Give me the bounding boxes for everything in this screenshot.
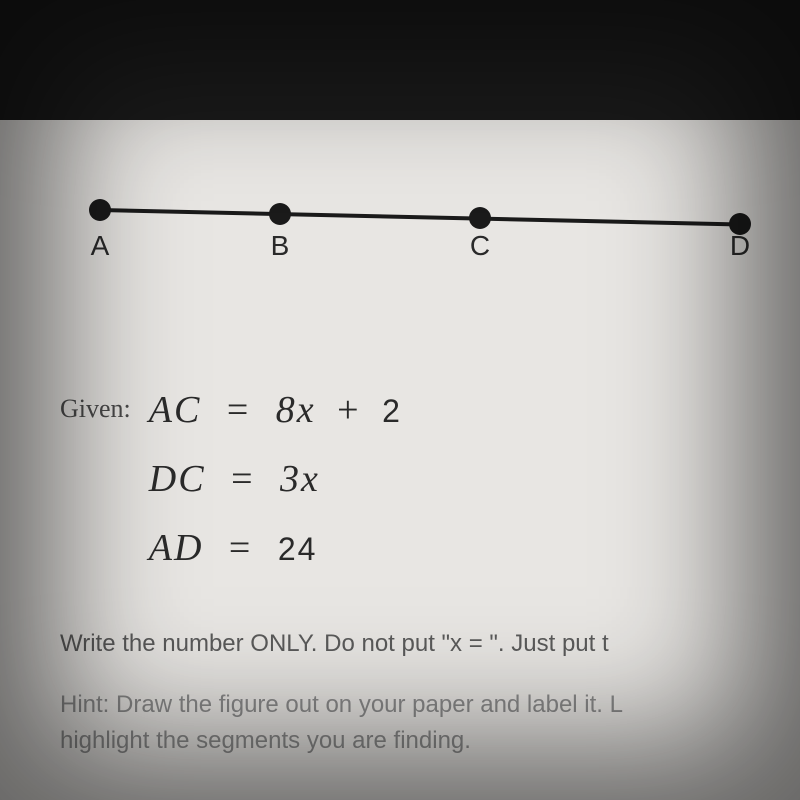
segment-line — [100, 208, 740, 227]
eq3-lhs: AD — [149, 527, 204, 569]
eq2-rhs-expr: 3x — [280, 462, 320, 498]
given-section: Given: AC = 8x + 2 DC = 3x AD = 24 — [60, 380, 770, 586]
problem-content: A B C D Given: AC = 8x + 2 DC = 3x AD = — [0, 120, 800, 800]
hint-line-1: Hint: Draw the figure out on your paper … — [60, 691, 623, 718]
eq2-equals: = — [231, 458, 254, 500]
point-b — [269, 203, 291, 225]
equation-3: AD = 24 — [149, 518, 402, 579]
hint-text: Hint: Draw the figure out on your paper … — [60, 687, 770, 759]
top-dark-band — [0, 0, 800, 120]
point-label-b: B — [271, 230, 290, 262]
eq1-rhs-num: 2 — [382, 393, 402, 429]
point-a — [89, 199, 111, 221]
equation-1: AC = 8x + 2 — [149, 380, 402, 441]
eq1-rhs-expr: 8x — [276, 393, 316, 429]
eq2-lhs: DC — [149, 458, 206, 500]
instruction-text: Write the number ONLY. Do not put "x = "… — [60, 626, 770, 662]
point-label-c: C — [470, 230, 490, 262]
eq1-equals: = — [227, 389, 250, 431]
equations-block: AC = 8x + 2 DC = 3x AD = 24 — [149, 380, 402, 586]
eq1-lhs: AC — [149, 389, 202, 431]
hint-line-2: highlight the segments you are finding. — [60, 727, 471, 754]
given-label: Given: — [60, 388, 131, 430]
point-c — [469, 207, 491, 229]
eq3-equals: = — [229, 527, 252, 569]
point-label-d: D — [730, 230, 750, 262]
eq3-rhs-num: 24 — [278, 531, 318, 567]
number-line-diagram: A B C D — [60, 190, 770, 310]
point-label-a: A — [91, 230, 110, 262]
equation-2: DC = 3x — [149, 449, 402, 510]
eq1-op: + — [337, 389, 360, 431]
